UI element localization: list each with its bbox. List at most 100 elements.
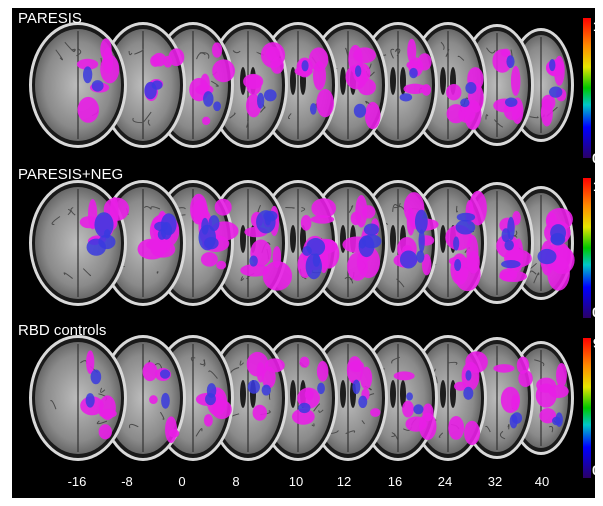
sulcus xyxy=(132,117,143,124)
sulcus xyxy=(156,271,159,274)
scale-max-paresis: 11 xyxy=(593,18,603,34)
lesion-overlay xyxy=(311,198,337,219)
sulcus xyxy=(70,207,76,216)
lesion-overlap-high xyxy=(465,82,477,94)
slice-label: 40 xyxy=(534,474,550,489)
sulcus xyxy=(533,272,540,284)
lesion-overlay xyxy=(214,198,232,216)
lesion-overlap-high xyxy=(352,379,361,395)
lesion-overlay xyxy=(99,409,117,419)
lesion-overlay xyxy=(300,214,312,231)
lesion-overlay xyxy=(98,424,112,440)
lesion-overlap-high xyxy=(354,65,362,77)
sulcus xyxy=(285,207,295,209)
lesion-overlay xyxy=(212,59,235,83)
lesion-overlap-high xyxy=(151,80,163,90)
sulcus xyxy=(456,205,459,213)
lesion-overlay xyxy=(163,55,173,68)
sulcus xyxy=(311,423,315,427)
lesion-overlap-high xyxy=(555,412,563,427)
brain-slice xyxy=(29,180,130,306)
sulcus xyxy=(195,428,203,437)
sulcus xyxy=(134,48,144,55)
lesion-overlay xyxy=(299,356,310,368)
sulcus xyxy=(485,425,491,433)
sulcus xyxy=(396,48,401,57)
brain-slice xyxy=(29,22,127,148)
sulcus xyxy=(51,216,61,225)
lesion-overlap-high xyxy=(91,80,104,92)
scale-min-rbd-controls: 0 xyxy=(592,462,600,478)
sulcus xyxy=(534,359,545,367)
sulcus xyxy=(345,47,349,57)
lesion-overlap-high xyxy=(453,236,460,251)
lesion-overlap-high xyxy=(511,412,523,424)
sulcus xyxy=(190,357,196,363)
sulcus xyxy=(330,430,339,435)
lesion-overlay xyxy=(262,261,293,291)
lesion-overlay xyxy=(446,104,466,124)
slice-label: -16 xyxy=(67,474,87,489)
brain-slice xyxy=(100,335,186,461)
lesion-overlap-high xyxy=(353,103,367,118)
sulcus xyxy=(395,46,399,52)
lesion-overlap-high xyxy=(206,383,217,398)
lesion-overlay xyxy=(203,414,213,427)
sulcus xyxy=(246,120,249,128)
slice-label: 8 xyxy=(232,474,240,489)
slice-label: 0 xyxy=(178,474,186,489)
lesion-overlay xyxy=(548,384,569,399)
lesion-overlay xyxy=(211,399,232,420)
lesion-overlay xyxy=(403,83,427,95)
sulcus xyxy=(147,119,151,126)
slice-label: 10 xyxy=(288,474,304,489)
lesion-overlap-high xyxy=(198,224,216,251)
lesion-overlap-high xyxy=(94,212,114,238)
colorbar-paresis-neg xyxy=(583,178,591,318)
panel-title-rbd-controls: RBD controls xyxy=(18,322,107,339)
lesion-overlay xyxy=(216,260,227,270)
lesion-overlay xyxy=(370,408,381,417)
lesion-overlap-high xyxy=(213,101,221,112)
lesion-overlay xyxy=(100,38,112,61)
lesion-overlay xyxy=(464,420,481,446)
sulcus xyxy=(287,113,292,120)
lesion-overlap-high xyxy=(159,369,171,379)
lesion-overlay xyxy=(200,252,218,267)
lesion-overlap-high xyxy=(460,98,470,108)
lesion-overlay xyxy=(540,98,553,127)
lesion-overlap-high xyxy=(454,259,462,272)
lesion-overlay xyxy=(270,57,284,74)
sulcus xyxy=(345,430,356,435)
sulcus xyxy=(392,204,400,212)
lesion-overlay xyxy=(406,208,415,236)
slice-label: 32 xyxy=(487,474,503,489)
lesion-overlap-high xyxy=(301,60,309,72)
lesion-overlap-high xyxy=(550,232,566,246)
lesion-overlay xyxy=(264,358,285,373)
lesion-overlap-high xyxy=(501,228,511,243)
ventricle xyxy=(290,380,296,408)
colorbar-paresis xyxy=(583,18,591,158)
lesion-overlay xyxy=(211,42,223,58)
lesion-overlap-high xyxy=(263,89,277,102)
lesion-overlap-high xyxy=(358,238,366,249)
ventricle xyxy=(390,225,396,253)
sulcus xyxy=(529,270,537,275)
lesion-overlap-high xyxy=(203,91,214,107)
lesion-overlay xyxy=(272,246,282,268)
lesion-overlap-high xyxy=(358,395,368,409)
sulcus xyxy=(63,272,73,279)
sulcus xyxy=(440,41,445,51)
lesion-overlap-high xyxy=(261,384,271,396)
sulcus xyxy=(82,268,92,277)
lesion-overlay xyxy=(252,404,268,421)
sulcus xyxy=(529,116,539,119)
ventricle xyxy=(240,380,246,408)
ventricle xyxy=(390,380,396,408)
slice-label: 16 xyxy=(387,474,403,489)
ventricle xyxy=(390,67,396,95)
ventricle xyxy=(240,67,246,95)
lesion-overlay xyxy=(418,412,437,440)
